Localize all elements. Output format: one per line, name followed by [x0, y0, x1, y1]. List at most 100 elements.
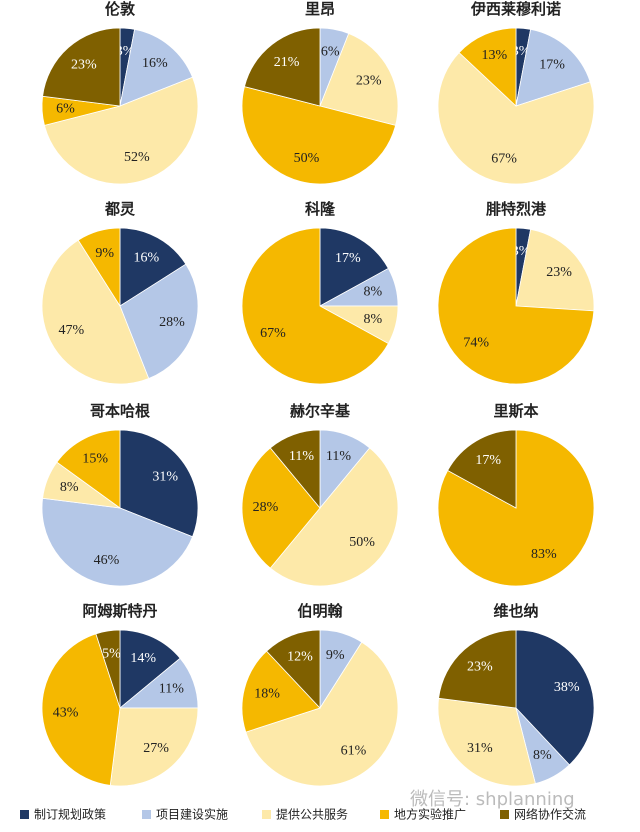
- pie-slice: [241, 447, 321, 569]
- slice-label: 8%: [364, 285, 383, 300]
- slice-label: 50%: [294, 151, 320, 166]
- slice-label: 38%: [554, 680, 580, 695]
- legend-swatch: [380, 810, 389, 819]
- slice-label: 11%: [159, 682, 184, 697]
- slice-label: 8%: [533, 748, 552, 763]
- pie-title: 维也纳: [493, 602, 538, 620]
- slice-label: 21%: [274, 55, 300, 70]
- slice-label: 31%: [152, 470, 178, 485]
- pie-title: 腓特烈港: [486, 200, 547, 218]
- slice-label: 14%: [130, 651, 156, 666]
- pie-slice: [241, 650, 321, 733]
- slice-label: 46%: [94, 553, 120, 568]
- pie-slice: [437, 52, 595, 185]
- slice-label: 9%: [95, 246, 114, 261]
- legend-label: 提供公共服务: [276, 807, 348, 822]
- pie-title: 里斯本: [493, 402, 538, 420]
- legend-swatch: [142, 810, 151, 819]
- pie-slice: [56, 429, 121, 509]
- slice-label: 18%: [254, 687, 280, 702]
- pie-slice: [43, 76, 199, 185]
- pie-slice: [269, 429, 321, 510]
- pie-title: 科隆: [305, 200, 336, 218]
- slice-label: 43%: [53, 705, 79, 720]
- slice-label: 23%: [356, 73, 382, 88]
- pie-slice: [319, 227, 389, 307]
- slice-label: 28%: [159, 315, 185, 330]
- slice-label: 47%: [59, 323, 85, 338]
- pie-slice: [266, 629, 321, 710]
- pie-title: 都灵: [104, 200, 136, 218]
- pie-slice: [515, 28, 591, 107]
- slice-label: 67%: [491, 152, 517, 167]
- slice-label: 6%: [56, 102, 75, 117]
- legend-swatch: [500, 810, 509, 819]
- pie-slice: [119, 263, 199, 380]
- slice-label: 6%: [321, 45, 340, 60]
- pie-slice: [119, 28, 194, 107]
- slice-label: 74%: [463, 336, 489, 351]
- pie-slice: [41, 239, 150, 385]
- pie-slice: [241, 227, 389, 385]
- pie-slice: [119, 227, 187, 307]
- slice-label: 23%: [71, 57, 97, 72]
- slice-label: 16%: [133, 250, 159, 265]
- legend-swatch: [262, 810, 271, 819]
- slice-label: 67%: [260, 326, 286, 341]
- slice-label: 12%: [287, 649, 313, 664]
- slice-label: 11%: [326, 449, 351, 464]
- slice-label: 50%: [349, 535, 375, 550]
- slice-label: 16%: [142, 56, 168, 71]
- pie-slice: [458, 27, 517, 107]
- slice-label: 8%: [60, 480, 79, 495]
- slice-label: 11%: [289, 449, 314, 464]
- pie-title: 里昂: [305, 0, 335, 18]
- pie-title: 伯明翰: [297, 602, 342, 620]
- slice-label: 13%: [481, 48, 507, 63]
- pie-slice: [437, 697, 536, 787]
- slice-label: 23%: [467, 659, 493, 674]
- slice-label: 15%: [82, 452, 108, 467]
- pie-title: 伊西莱穆利诺: [470, 0, 561, 18]
- legend-label: 制订规划政策: [34, 807, 106, 822]
- slice-label: 61%: [341, 743, 367, 758]
- slice-label: 8%: [364, 312, 383, 327]
- legend-label: 项目建设实施: [156, 807, 228, 822]
- pie-slice: [447, 429, 517, 509]
- pie-slice: [119, 629, 181, 709]
- pie-slice: [95, 629, 121, 709]
- slice-label: 83%: [531, 547, 557, 562]
- pie-slice: [437, 227, 595, 385]
- slice-label: 17%: [539, 57, 565, 72]
- pie-title: 赫尔辛基: [290, 402, 351, 420]
- pie-slice: [319, 32, 399, 126]
- pie-slice: [41, 633, 121, 786]
- slice-label: 17%: [475, 453, 501, 468]
- pie-slice: [241, 86, 397, 185]
- pie-title: 阿姆斯特丹: [82, 602, 157, 620]
- pie-slice: [245, 641, 399, 787]
- legend-label: 地方实验推广: [394, 807, 466, 822]
- pie-slice: [77, 227, 121, 308]
- slice-label: 31%: [467, 741, 493, 756]
- slice-label: 27%: [143, 741, 169, 756]
- slice-label: 28%: [253, 500, 279, 515]
- pie-slice: [515, 228, 595, 312]
- pie-slice: [42, 27, 121, 107]
- pie-slice: [41, 497, 194, 587]
- slice-label: 9%: [326, 648, 345, 663]
- legend-label: 网络协作交流: [514, 807, 586, 822]
- slice-label: 23%: [546, 265, 572, 280]
- slice-label: 52%: [124, 150, 150, 165]
- legend-swatch: [20, 810, 29, 819]
- watermark: 微信号: shplanning: [410, 789, 575, 810]
- slice-label: 5%: [102, 646, 121, 661]
- slice-label: 17%: [335, 251, 361, 266]
- pie-slice: [515, 629, 595, 766]
- pie-slice: [269, 447, 399, 587]
- pie-title: 哥本哈根: [90, 402, 150, 420]
- pie-title: 伦敦: [105, 0, 136, 18]
- pie-slice: [109, 707, 199, 787]
- pie-slice: [119, 429, 199, 538]
